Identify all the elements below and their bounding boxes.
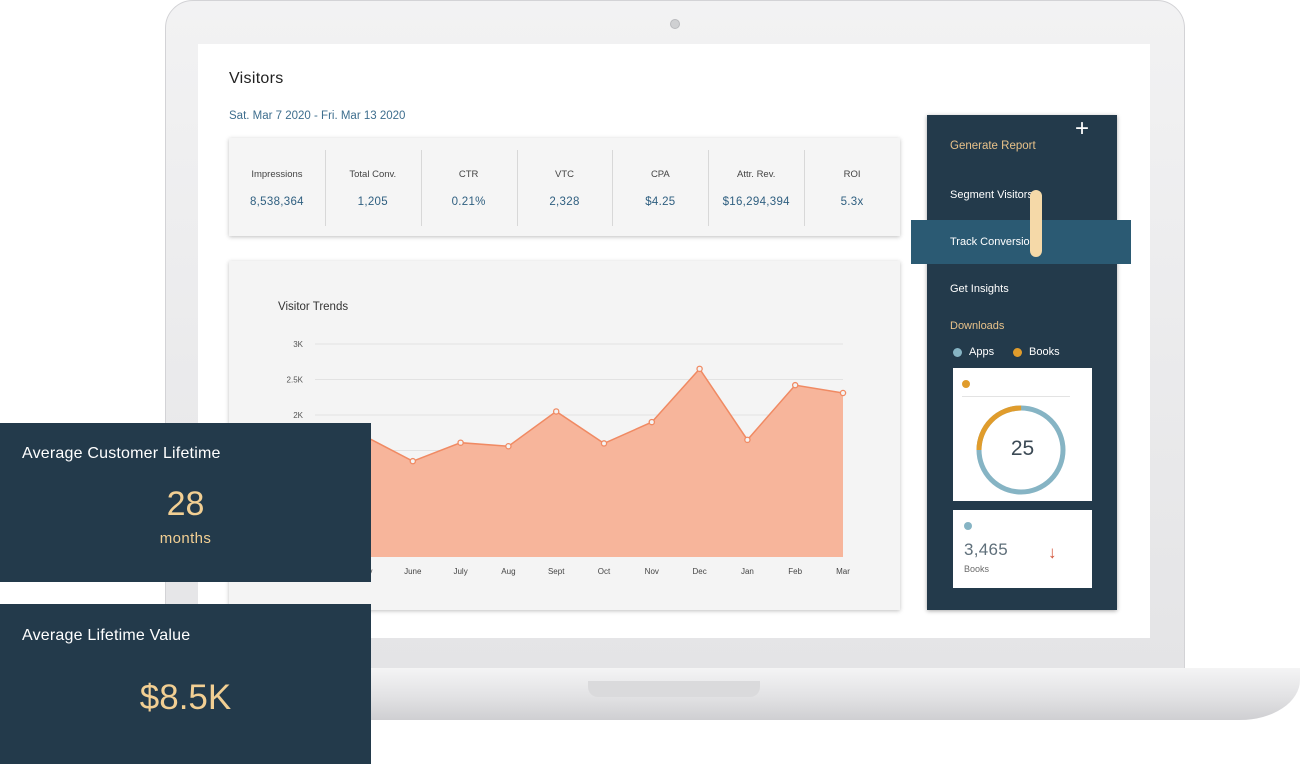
lifetime-value: 28 [166, 485, 205, 523]
plus-icon[interactable]: + [1074, 115, 1089, 142]
x-tick-label: Sept [548, 567, 565, 576]
data-point [648, 418, 656, 426]
stat-value: 8,538,364 [249, 196, 304, 208]
lifetime-value-amount: $8.5K [139, 678, 232, 717]
stat-value: 2,328 [549, 196, 580, 208]
x-tick-label: Jan [741, 567, 754, 576]
data-point [600, 440, 608, 447]
stat-attr-rev: Attr. Rev. $16,294,394 [708, 138, 804, 236]
donut-chart [976, 405, 1066, 495]
data-point [457, 439, 464, 446]
camera-dot [670, 19, 680, 29]
data-point [839, 389, 847, 397]
chart-title: Visitor Trends [278, 301, 349, 313]
y-tick-label: 3K [293, 340, 303, 349]
x-tick-label: Feb [788, 567, 802, 576]
stat-impressions: Impressions 8,538,364 [229, 138, 325, 236]
y-tick-label: 2K [293, 411, 303, 420]
lifetime-unit: months [159, 530, 212, 547]
books-card-dot [964, 522, 972, 530]
donut-value: 25 [1010, 437, 1035, 460]
stat-label: CTR [458, 169, 479, 180]
y-tick-label: 2.5K [287, 376, 304, 385]
card-title: Average Lifetime Value [22, 627, 191, 644]
stat-ctr: CTR 0.21% [420, 138, 517, 236]
donut-ring-books [976, 405, 1066, 495]
stat-value: $4.25 [645, 196, 676, 208]
stat-total-conv: Total Conv. 1,205 [324, 138, 421, 236]
stat-value: 0.21% [451, 196, 486, 208]
downloads-donut-card[interactable]: 25 [953, 368, 1092, 501]
selection-indicator [1030, 190, 1042, 257]
data-point [552, 408, 560, 415]
stat-label: Impressions [251, 169, 303, 180]
stat-value: 1,205 [357, 196, 388, 208]
legend-label-apps: Apps [969, 346, 995, 358]
stat-value: $16,294,394 [722, 196, 790, 208]
books-label: Books [964, 564, 990, 574]
x-tick-label: Aug [501, 567, 515, 576]
area-fill [365, 368, 843, 557]
data-point [409, 457, 417, 465]
legend-label-books: Books [1029, 346, 1060, 358]
avg-customer-lifetime-card: Average Customer Lifetime 28 months [0, 423, 371, 582]
stat-label: Attr. Rev. [737, 169, 776, 180]
data-point [696, 365, 703, 373]
x-tick-label: Nov [645, 567, 659, 576]
legend-dot-books [1013, 347, 1022, 357]
divider [962, 396, 1070, 397]
x-tick-label: July [453, 567, 467, 576]
books-count: 3,465 [964, 540, 1009, 559]
stat-value: 5.3x [840, 196, 864, 208]
stat-label: ROI [843, 169, 861, 180]
stat-label: Total Conv. [349, 169, 397, 180]
arrow-down-icon: ↓ [1048, 543, 1057, 562]
menu-active-highlight [911, 220, 1131, 264]
menu-get-insights[interactable]: Get Insights [950, 283, 1009, 295]
legend-apps: Apps [953, 346, 994, 358]
stat-cpa: CPA $4.25 [612, 138, 708, 236]
donut-card-dot [962, 380, 970, 388]
x-tick-label: Dec [692, 567, 706, 576]
x-tick-label: June [404, 567, 422, 576]
data-point [791, 381, 799, 389]
stat-label: CPA [650, 169, 670, 180]
downloads-title: Downloads [950, 320, 1005, 332]
data-point [505, 442, 512, 450]
books-card[interactable]: 3,465 Books ↓ [953, 510, 1092, 588]
avg-lifetime-value-card: Average Lifetime Value $8.5K [0, 604, 371, 764]
stat-vtc: VTC 2,328 [516, 138, 613, 236]
stats-card: Impressions 8,538,364 Total Conv. 1,205 … [229, 138, 900, 236]
menu-generate-report[interactable]: Generate Report [950, 140, 1036, 152]
menu-segment-visitors[interactable]: Segment Visitors [950, 189, 1033, 201]
x-tick-label: Oct [598, 567, 611, 576]
x-tick-label: Mar [836, 567, 850, 576]
data-point [744, 436, 751, 444]
card-title: Average Customer Lifetime [22, 445, 221, 462]
date-range[interactable]: Sat. Mar 7 2020 - Fri. Mar 13 2020 [229, 110, 406, 122]
laptop-notch [588, 681, 760, 697]
menu-track-conversions[interactable]: Track Conversions [950, 236, 1042, 248]
legend-books: Books [1013, 346, 1060, 358]
stat-label: VTC [555, 169, 574, 180]
legend-dot-apps [953, 347, 962, 357]
stat-roi: ROI 5.3x [804, 138, 900, 236]
page-title: Visitors [229, 70, 284, 87]
